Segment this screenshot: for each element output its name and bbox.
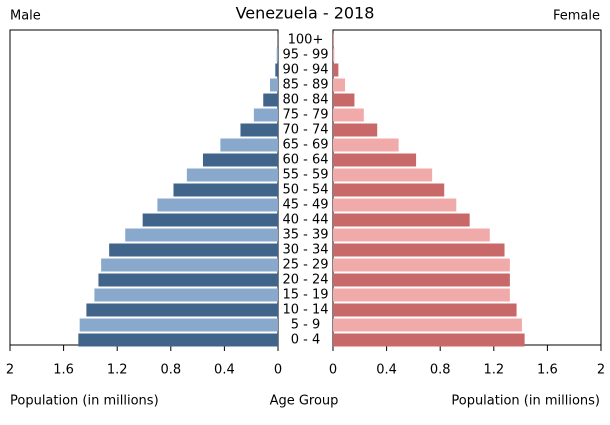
x-tick-label: 1.2 xyxy=(107,363,128,378)
age-label: 25 - 29 xyxy=(282,258,328,273)
male-bar xyxy=(78,333,278,347)
x-tick-label: 0.8 xyxy=(430,363,451,378)
age-label: 80 - 84 xyxy=(282,93,328,108)
male-bar xyxy=(276,48,278,62)
x-tick-label: 0 xyxy=(329,363,337,378)
male-bar xyxy=(240,123,278,137)
female-bar xyxy=(333,288,510,302)
age-label: 0 - 4 xyxy=(291,333,321,348)
age-label: 10 - 14 xyxy=(282,303,328,318)
male-bar xyxy=(101,258,279,272)
age-label: 90 - 94 xyxy=(282,63,328,78)
age-label: 60 - 64 xyxy=(282,153,328,168)
age-label: 65 - 69 xyxy=(282,138,328,153)
age-label: 70 - 74 xyxy=(282,123,328,138)
age-label: 5 - 9 xyxy=(291,318,321,333)
female-bar xyxy=(333,48,335,62)
male-label: Male xyxy=(10,9,41,24)
female-bar xyxy=(333,93,355,107)
x-tick-label: 1.2 xyxy=(483,363,504,378)
age-label: 50 - 54 xyxy=(282,183,328,198)
female-bar xyxy=(333,243,505,257)
female-bar xyxy=(333,213,470,227)
male-bar xyxy=(253,108,278,122)
male-bar xyxy=(125,228,279,242)
age-label: 45 - 49 xyxy=(282,198,328,213)
female-bar xyxy=(333,168,433,182)
age-label: 35 - 39 xyxy=(282,228,328,243)
female-bar xyxy=(333,138,399,152)
x-tick-label: 2 xyxy=(6,363,14,378)
female-bar xyxy=(333,318,522,332)
male-bar xyxy=(98,273,278,287)
chart-title: Venezuela - 2018 xyxy=(236,4,375,23)
male-bar xyxy=(263,93,278,107)
female-bar xyxy=(333,228,490,242)
female-bar xyxy=(333,258,510,272)
male-bar xyxy=(142,213,278,227)
female-bar xyxy=(333,303,517,317)
age-label: 30 - 34 xyxy=(282,243,328,258)
age-label: 95 - 99 xyxy=(282,48,328,63)
x-tick-label: 1.6 xyxy=(53,363,74,378)
male-bar xyxy=(186,168,278,182)
male-bar xyxy=(202,153,278,167)
male-bar xyxy=(109,243,278,257)
male-bar xyxy=(220,138,278,152)
male-bar xyxy=(275,63,278,77)
x-axis-label: Population (in millions) xyxy=(10,394,159,409)
male-bar xyxy=(269,78,278,92)
x-tick-label: 0.4 xyxy=(376,363,397,378)
female-bar xyxy=(333,333,525,347)
x-tick-label: 2 xyxy=(597,363,605,378)
male-bar xyxy=(79,318,279,332)
age-label: 85 - 89 xyxy=(282,78,328,93)
age-label: 20 - 24 xyxy=(282,273,328,288)
age-label: 40 - 44 xyxy=(282,213,328,228)
female-bar xyxy=(333,63,339,77)
x-tick-label: 0 xyxy=(274,363,282,378)
female-bar xyxy=(333,273,510,287)
center-label: Age Group xyxy=(270,394,339,409)
female-bar xyxy=(333,78,346,92)
age-label: 100+ xyxy=(288,33,324,48)
female-bar xyxy=(333,198,457,212)
x-tick-label: 0.4 xyxy=(214,363,235,378)
female-bar xyxy=(333,33,334,47)
male-bar xyxy=(94,288,278,302)
age-label: 75 - 79 xyxy=(282,108,328,123)
female-bar xyxy=(333,123,378,137)
x-tick-label: 0.8 xyxy=(160,363,181,378)
female-label: Female xyxy=(553,9,600,24)
x-axis-label: Population (in millions) xyxy=(451,394,600,409)
male-bar xyxy=(157,198,278,212)
male-bar xyxy=(86,303,278,317)
female-bar xyxy=(333,183,445,197)
female-bar xyxy=(333,153,417,167)
age-label: 55 - 59 xyxy=(282,168,328,183)
male-bar xyxy=(173,183,278,197)
x-tick-label: 1.6 xyxy=(537,363,558,378)
female-bar xyxy=(333,108,364,122)
age-label: 15 - 19 xyxy=(282,288,328,303)
